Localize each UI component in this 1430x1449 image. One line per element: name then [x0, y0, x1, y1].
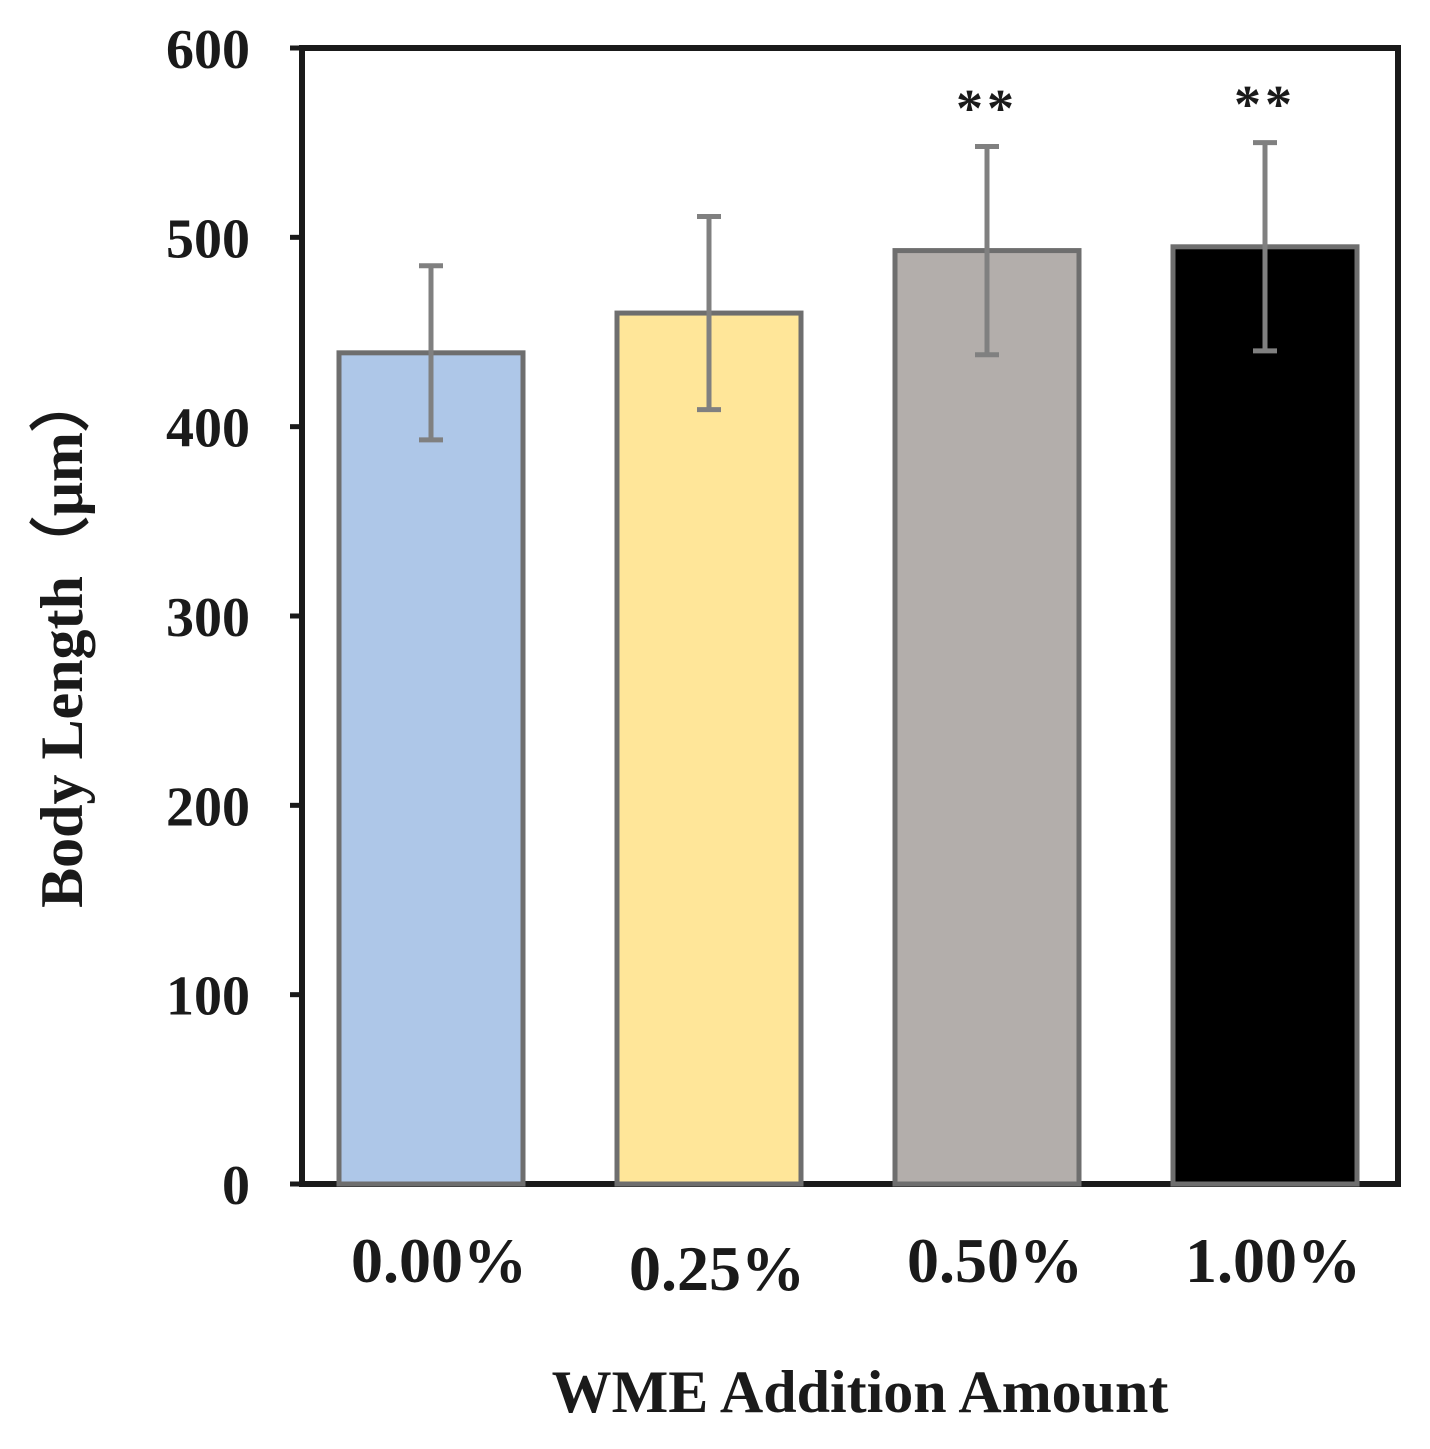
- bar: [892, 248, 1082, 1187]
- y-axis-title: Body Length（μm）: [28, 372, 95, 908]
- x-category-label: 0.50%: [907, 1225, 1083, 1296]
- x-category-label: 0.25%: [629, 1233, 805, 1304]
- y-tick-label: 200: [166, 776, 250, 838]
- y-tick-label: 500: [166, 208, 250, 270]
- y-tick-label: 600: [166, 19, 250, 81]
- bar: [614, 310, 804, 1187]
- x-category-label: 1.00%: [1185, 1225, 1361, 1296]
- x-axis-title: WME Addition Amount: [552, 1359, 1169, 1425]
- significance-label: **: [1234, 75, 1296, 135]
- y-tick-label: 0: [222, 1155, 250, 1217]
- y-tick-label: 100: [166, 966, 250, 1028]
- y-tick-label: 300: [166, 587, 250, 649]
- x-category-label: 0.00%: [351, 1225, 527, 1296]
- y-tick-label: 400: [166, 398, 250, 460]
- bar: [336, 350, 526, 1187]
- significance-label: **: [956, 78, 1018, 138]
- bar: [1170, 244, 1360, 1187]
